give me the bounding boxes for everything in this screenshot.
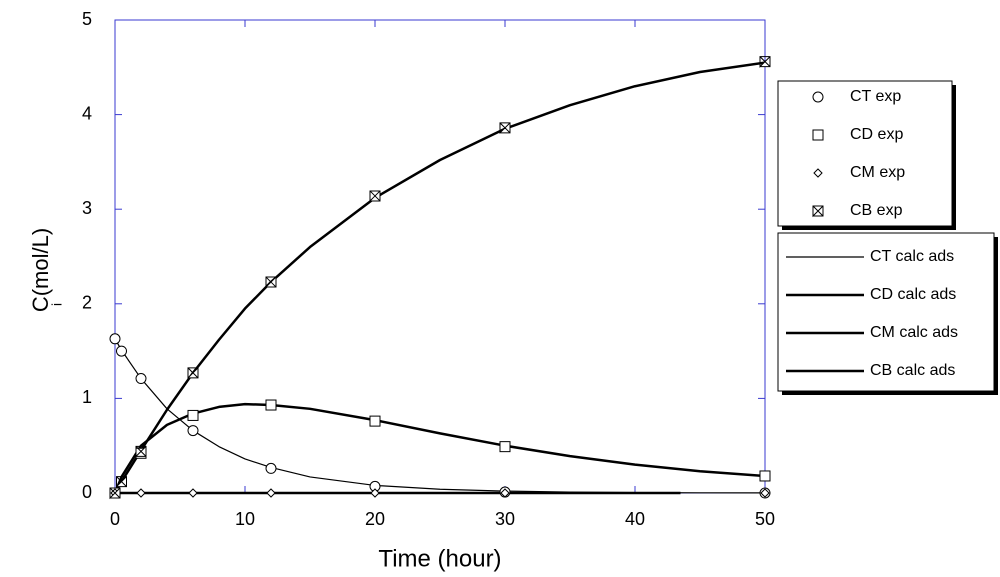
marker-diamond (137, 489, 145, 497)
y-tick-label: 5 (82, 9, 92, 29)
legend-label: CD calc ads (870, 286, 956, 303)
y-tick-label: 4 (82, 103, 92, 123)
plot-frame (115, 20, 765, 493)
marker-circle (813, 92, 823, 102)
marker-square (760, 471, 770, 481)
marker-square (813, 130, 823, 140)
calc-line (115, 339, 765, 493)
legend-label: CB calc ads (870, 362, 955, 379)
legend-label: CD exp (850, 126, 903, 143)
marker-circle (188, 426, 198, 436)
marker-circle (136, 374, 146, 384)
legend-label: CM exp (850, 164, 905, 181)
marker-square (188, 410, 198, 420)
chart: Time (hour) C(mol/L) i 0 10 20 30 40 50 0 1 2 3 4 5… (0, 0, 1000, 577)
page: Time (hour) C(mol/L) i 0 10 20 30 40 50 0 1 2 3 4 5… (0, 0, 1000, 577)
marker-crossed-square (266, 277, 276, 287)
legend-label: CM calc ads (870, 324, 958, 341)
x-tick-label: 10 (235, 509, 255, 529)
marker-square (370, 416, 380, 426)
y-axis-label: C(mol/L) (28, 228, 53, 312)
x-tick-label: 0 (110, 509, 120, 529)
y-tick-label: 1 (82, 387, 92, 407)
y-tick-label: 3 (82, 198, 92, 218)
marker-square (266, 400, 276, 410)
marker-square (500, 442, 510, 452)
y-axis-label-group: C(mol/L) i (28, 228, 65, 312)
marker-crossed-square (500, 123, 510, 133)
calc-line (115, 404, 765, 493)
x-axis-label: Time (hour) (378, 545, 501, 572)
x-tick-label: 30 (495, 509, 515, 529)
y-axis-subscript: i (49, 303, 65, 306)
legend-label: CB exp (850, 202, 903, 219)
marker-circle (266, 463, 276, 473)
y-tick-label: 2 (82, 293, 92, 313)
x-tick-label: 50 (755, 509, 775, 529)
marker-diamond (267, 489, 275, 497)
marker-circle (110, 334, 120, 344)
y-tick-label: 0 (82, 482, 92, 502)
marker-crossed-square (370, 191, 380, 201)
marker-diamond (189, 489, 197, 497)
marker-circle (117, 346, 127, 356)
calc-line (115, 63, 765, 493)
legend-label: CT calc ads (870, 248, 954, 265)
x-tick-label: 40 (625, 509, 645, 529)
legend-label: CT exp (850, 88, 901, 105)
x-tick-label: 20 (365, 509, 385, 529)
marker-crossed-square (188, 368, 198, 378)
